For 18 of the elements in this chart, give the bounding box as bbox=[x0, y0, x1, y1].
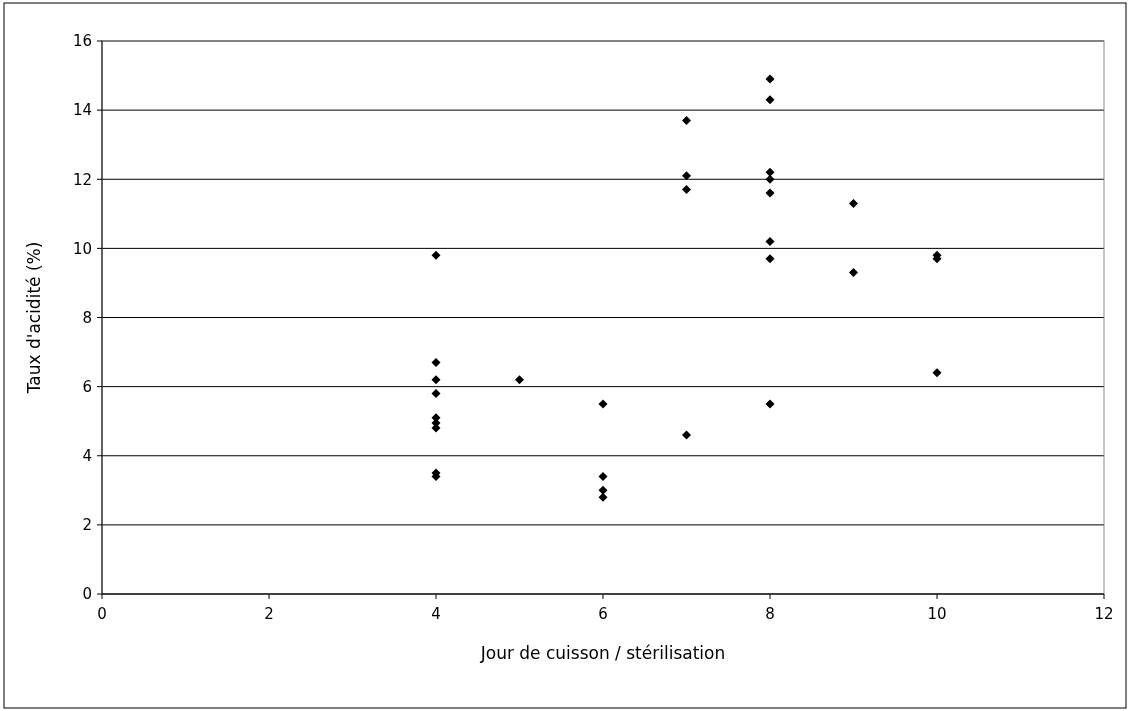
y-tick-label: 14 bbox=[72, 101, 92, 120]
y-tick-label: 0 bbox=[82, 585, 92, 604]
x-tick-label: 8 bbox=[765, 605, 775, 623]
y-axis-title: Taux d'acidité (%) bbox=[24, 241, 44, 395]
y-tick-label: 2 bbox=[82, 516, 92, 535]
x-tick-label: 0 bbox=[97, 605, 107, 623]
x-tick-label: 10 bbox=[927, 605, 947, 623]
y-tick-label: 16 bbox=[72, 32, 92, 51]
x-tick-label: 6 bbox=[598, 605, 608, 623]
x-tick-label: 4 bbox=[431, 605, 441, 623]
y-tick-label: 6 bbox=[82, 377, 92, 396]
x-axis-title: Jour de cuisson / stérilisation bbox=[479, 643, 726, 663]
x-tick-label: 12 bbox=[1094, 605, 1114, 623]
x-tick-label: 2 bbox=[264, 605, 274, 623]
y-tick-label: 10 bbox=[72, 239, 92, 258]
y-tick-label: 8 bbox=[82, 308, 92, 327]
y-tick-label: 12 bbox=[72, 170, 92, 189]
y-tick-label: 4 bbox=[82, 447, 92, 465]
